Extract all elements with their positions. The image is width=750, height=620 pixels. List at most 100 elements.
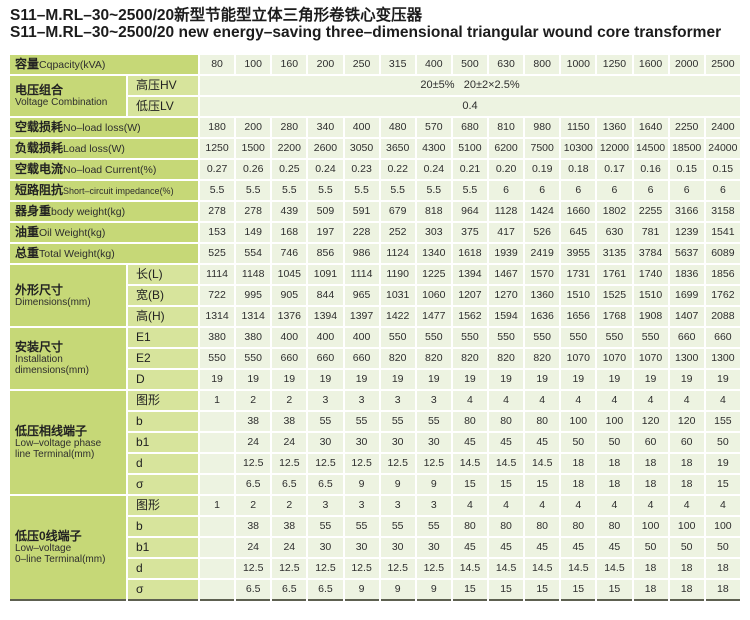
group-label-zh: 低压0线端子 xyxy=(15,529,82,543)
data-cell: 1939 xyxy=(489,244,524,263)
data-cell: 14.5 xyxy=(489,559,524,578)
data-cell: 550 xyxy=(633,328,668,347)
data-cell: 1300 xyxy=(705,349,740,368)
data-cell: 2 xyxy=(272,391,307,410)
data-cell: 80 xyxy=(452,412,487,431)
data-cell: 160 xyxy=(272,55,307,74)
table-row: 负载损耗Load loss(W) 1250 1500 2200 2600 3050 3650… xyxy=(10,139,740,158)
data-cell: 50 xyxy=(705,433,740,452)
data-cell: 100 xyxy=(633,517,668,536)
data-cell: 554 xyxy=(236,244,271,263)
table-row: 安装尺寸 Installation dimensions(mm) E1 380 380 40… xyxy=(10,328,740,389)
data-cell: 38 xyxy=(272,517,307,536)
table-row: b1 24 24 30 30 30 30 45 45 45 45 45 50 50 50 xyxy=(10,538,740,557)
data-cell: 38 xyxy=(236,412,271,431)
row-label-zh: 空载电流 xyxy=(15,161,64,176)
data-cell: 4 xyxy=(597,391,632,410)
data-cell: 4 xyxy=(561,391,596,410)
data-cell: 250 xyxy=(344,55,379,74)
data-cell: 278 xyxy=(236,202,271,221)
data-cell: 14.5 xyxy=(452,559,487,578)
data-cell: 6 xyxy=(633,181,668,200)
row-label-zh: 器身重 xyxy=(15,203,52,218)
group-label-en: dimensions(mm) xyxy=(15,365,89,376)
data-cell: 50 xyxy=(561,433,596,452)
data-cell: 2600 xyxy=(308,139,343,158)
data-cell: 722 xyxy=(200,286,235,305)
data-cell: 6 xyxy=(669,181,704,200)
data-cell: 1300 xyxy=(669,349,704,368)
data-cell: 964 xyxy=(452,202,487,221)
data-cell: 1477 xyxy=(416,307,451,326)
data-cell: 550 xyxy=(597,328,632,347)
data-cell: 4 xyxy=(633,496,668,515)
data-cell: 3 xyxy=(308,391,343,410)
data-cell: 2 xyxy=(236,496,271,515)
group-label-en: Low–voltage xyxy=(15,543,72,554)
data-cell: 6.5 xyxy=(236,475,271,494)
data-cell: 153 xyxy=(200,223,235,242)
data-cell: 781 xyxy=(633,223,668,242)
data-cell: 12.5 xyxy=(344,559,379,578)
data-cell: 4 xyxy=(525,496,560,515)
data-cell: 905 xyxy=(272,286,307,305)
data-cell: 80 xyxy=(525,517,560,536)
group-label-zh: 电压组合 xyxy=(15,83,64,97)
data-cell: 1618 xyxy=(452,244,487,263)
row-label-en: Cqpacity(kVA) xyxy=(39,58,106,71)
data-cell: 1562 xyxy=(452,307,487,326)
data-cell: 19 xyxy=(272,370,307,389)
data-cell: 120 xyxy=(669,412,704,431)
row-sublabel: 低压LV xyxy=(128,97,198,116)
data-cell: 380 xyxy=(236,328,271,347)
data-cell: 3166 xyxy=(669,202,704,221)
data-cell: 680 xyxy=(452,118,487,137)
data-cell: 550 xyxy=(416,328,451,347)
data-cell: 856 xyxy=(308,244,343,263)
data-cell: 5.5 xyxy=(380,181,415,200)
row-label-zh: 空载损耗 xyxy=(15,119,64,134)
data-cell: 19 xyxy=(380,370,415,389)
row-sublabel: 图形 xyxy=(128,496,198,515)
row-label-zh: 容量 xyxy=(15,56,40,71)
data-cell: 2 xyxy=(272,496,307,515)
data-cell: 3 xyxy=(344,496,379,515)
data-cell: 18 xyxy=(669,454,704,473)
data-cell: 14.5 xyxy=(452,454,487,473)
data-cell: 15 xyxy=(597,580,632,601)
data-cell: 19 xyxy=(669,370,704,389)
table-row: 空载电流No–load Current(%) 0.27 0.26 0.25 0.24 0.… xyxy=(10,160,740,179)
data-cell: 149 xyxy=(236,223,271,242)
data-cell: 60 xyxy=(633,433,668,452)
data-cell: 45 xyxy=(525,538,560,557)
data-cell: 2419 xyxy=(525,244,560,263)
data-cell: 1150 xyxy=(561,118,596,137)
data-cell: 7500 xyxy=(525,139,560,158)
data-cell: 12.5 xyxy=(380,559,415,578)
data-cell: 5.5 xyxy=(272,181,307,200)
data-cell: 1570 xyxy=(525,265,560,284)
data-cell: 2255 xyxy=(633,202,668,221)
data-cell: 197 xyxy=(308,223,343,242)
data-cell: 15 xyxy=(525,580,560,601)
data-cell: 45 xyxy=(561,538,596,557)
row-sublabel: b1 xyxy=(128,538,198,557)
data-cell: 5.5 xyxy=(308,181,343,200)
data-cell: 818 xyxy=(416,202,451,221)
table-row: 低压0线端子 Low–voltage 0–line Terminal(mm) 图形 1 2… xyxy=(10,496,740,601)
data-cell: 5.5 xyxy=(200,181,235,200)
data-cell: 1636 xyxy=(525,307,560,326)
data-cell: 4 xyxy=(525,391,560,410)
table-row: 短路阻抗Short–circuit impedance(%) 5.5 5.5 5.5 5… xyxy=(10,181,740,200)
data-cell: 550 xyxy=(380,328,415,347)
data-cell: 9 xyxy=(380,475,415,494)
data-cell: 19 xyxy=(525,370,560,389)
row-sublabel: 宽(B) xyxy=(128,286,198,305)
data-cell: 24 xyxy=(236,538,271,557)
data-cell: 1 xyxy=(200,391,235,410)
data-cell: 1190 xyxy=(380,265,415,284)
data-cell: 80 xyxy=(200,55,235,74)
data-cell: 0.15 xyxy=(669,160,704,179)
data-cell: 5.5 xyxy=(416,181,451,200)
data-cell: 30 xyxy=(344,433,379,452)
